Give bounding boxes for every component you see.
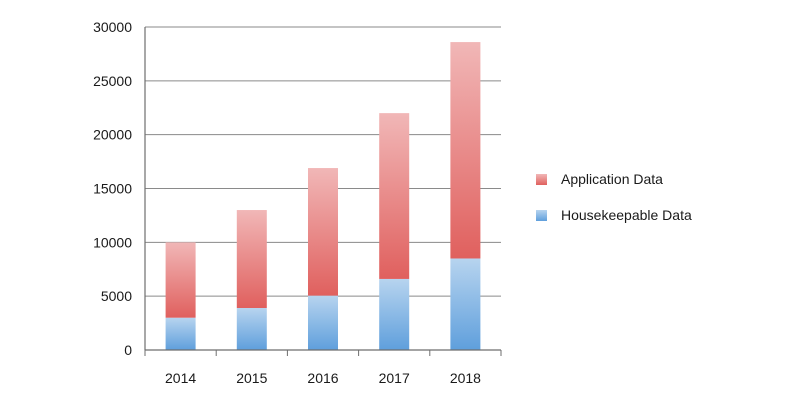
bars bbox=[165, 42, 481, 350]
bar-housekeepable-data-2015 bbox=[236, 308, 267, 350]
x-tick-label-2015: 2015 bbox=[236, 370, 267, 386]
x-tick-label-2017: 2017 bbox=[379, 370, 410, 386]
legend-swatch-application-data bbox=[536, 174, 547, 185]
bar-application-data-2017 bbox=[379, 113, 410, 279]
x-tick-label-2018: 2018 bbox=[450, 370, 481, 386]
y-tick-label-5000: 5000 bbox=[101, 288, 132, 304]
y-tick-label-10000: 10000 bbox=[93, 234, 132, 250]
bar-application-data-2016 bbox=[308, 168, 338, 296]
y-tick-label-25000: 25000 bbox=[93, 73, 132, 89]
legend: Application Data Housekeepable Data bbox=[536, 171, 692, 223]
y-tick-label-20000: 20000 bbox=[93, 127, 132, 143]
y-tick-label-30000: 30000 bbox=[93, 19, 132, 35]
legend-label-housekeepable-data: Housekeepable Data bbox=[561, 207, 692, 223]
gridlines: 0 5000 10000 15000 20000 25000 30000 bbox=[93, 19, 501, 358]
y-tick-label-15000: 15000 bbox=[93, 181, 132, 197]
bar-housekeepable-data-2014 bbox=[165, 317, 196, 350]
legend-swatch-housekeepable-data bbox=[536, 210, 547, 221]
bar-application-data-2018 bbox=[450, 42, 481, 259]
x-tick-label-2016: 2016 bbox=[307, 370, 338, 386]
bar-housekeepable-data-2017 bbox=[379, 278, 410, 350]
bar-application-data-2015 bbox=[236, 210, 267, 309]
bar-housekeepable-data-2016 bbox=[308, 295, 338, 350]
x-tick-label-2014: 2014 bbox=[165, 370, 196, 386]
y-tick-label-0: 0 bbox=[124, 342, 132, 358]
bar-housekeepable-data-2018 bbox=[450, 258, 481, 350]
axes: 2014 2015 2016 2017 2018 bbox=[144, 27, 502, 386]
legend-label-application-data: Application Data bbox=[561, 171, 663, 187]
bar-application-data-2014 bbox=[165, 242, 196, 318]
